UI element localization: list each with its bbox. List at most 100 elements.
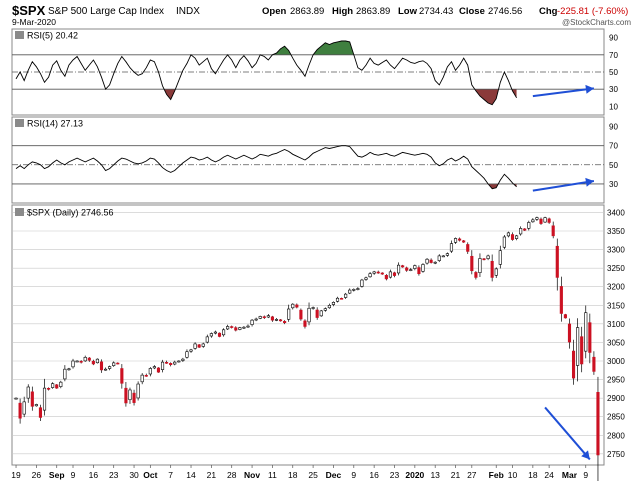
candle-down (315, 309, 319, 318)
price-title-text: $SPX (Daily) 2746.56 (27, 208, 114, 218)
candle-up (437, 255, 441, 261)
close-label: Close (459, 6, 485, 17)
candle-up (26, 386, 30, 399)
candle-down (295, 304, 299, 308)
candle-up (331, 302, 336, 305)
candle-down (132, 392, 136, 403)
candle-up (83, 356, 87, 362)
annotations (532, 84, 595, 461)
candle-down (466, 244, 470, 252)
candle-down (87, 357, 91, 361)
candle-up (531, 219, 535, 223)
low-label: Low (398, 6, 418, 17)
candle-up (128, 389, 132, 401)
x-tick-label: 21 (207, 470, 217, 480)
candle-down (230, 326, 234, 328)
x-tick-label: 13 (430, 470, 440, 480)
candle-up (335, 297, 340, 302)
candle-up (173, 361, 177, 365)
candle-up (222, 329, 226, 336)
candle-down (197, 344, 201, 348)
candle-down (303, 320, 307, 327)
candle-up (388, 271, 392, 278)
candle-up (14, 397, 18, 400)
candle-down (38, 407, 43, 418)
candle-up (160, 361, 165, 370)
candle-up (258, 316, 262, 319)
candle-down (120, 368, 124, 384)
candle-up (274, 319, 279, 321)
rsi14-ytick-label: 70 (609, 142, 618, 151)
rsi14-panel-frame (11, 116, 605, 204)
price-ytick-label: 3300 (607, 246, 625, 255)
x-tick-label: 18 (528, 470, 538, 480)
candle-up (498, 250, 502, 265)
candle-up (584, 312, 588, 352)
candle-down (510, 234, 515, 240)
rsi5-line (15, 40, 517, 106)
candle-up (71, 360, 75, 368)
open-value: 2863.89 (290, 6, 324, 17)
candle-up (441, 255, 445, 258)
x-tick-label: 30 (129, 470, 139, 480)
candle-up (136, 383, 140, 399)
candle-up (140, 374, 144, 383)
candle-down (217, 332, 222, 337)
annotation-arrow (544, 406, 591, 461)
candle-down (234, 327, 238, 331)
open-label: Open (262, 6, 286, 17)
candle-up (266, 315, 270, 318)
candle-up (515, 235, 519, 239)
rsi14-title: RSI(14) 27.13 (15, 119, 83, 129)
price-ytick-label: 3350 (607, 227, 625, 236)
candle-up (112, 362, 116, 366)
x-tick-label: 9 (583, 470, 588, 480)
candle-down (429, 259, 433, 263)
rsi14-ytick-label: 90 (609, 123, 618, 132)
candle-down (392, 272, 397, 276)
candle-down (262, 316, 266, 319)
candle-down (79, 360, 83, 363)
price-ytick-label: 3100 (607, 320, 625, 329)
candle-up (254, 318, 258, 321)
candle-up (209, 333, 213, 337)
candle-up (201, 343, 205, 347)
arrow-head (585, 177, 594, 187)
x-tick-label: 2020 (405, 470, 424, 480)
candle-down (144, 374, 148, 377)
candle-up (352, 289, 356, 291)
candle-down (482, 258, 486, 261)
x-tick-label: 16 (89, 470, 99, 480)
x-tick-label: 21 (451, 470, 461, 480)
candle-up (311, 307, 315, 309)
candle-up (478, 258, 482, 273)
candle-up (67, 368, 71, 371)
candle-down (165, 361, 169, 364)
candle-down (559, 286, 563, 314)
price-ytick-label: 3000 (607, 357, 625, 366)
x-tick-label: 16 (369, 470, 379, 480)
rsi14-title-text: RSI(14) 27.13 (27, 119, 83, 129)
candle-down (156, 367, 161, 373)
candle-up (535, 217, 539, 220)
candle-down (340, 298, 344, 300)
rsi14-ytick-label: 30 (609, 180, 618, 189)
candle-down (30, 391, 34, 407)
rsi5-oversold-fill (164, 89, 176, 100)
rsi14-ytick-label: 50 (609, 161, 618, 170)
candle-up (409, 269, 413, 271)
candle-up (238, 327, 242, 330)
x-tick-label: 26 (32, 470, 42, 480)
candle-down (283, 321, 287, 324)
candle-up (506, 232, 510, 237)
high-label: High (332, 6, 353, 17)
candle-up (494, 268, 498, 276)
x-tick-label: 9 (71, 470, 76, 480)
x-tick-label: Nov (244, 470, 260, 480)
candle-down (405, 267, 409, 271)
x-tick-label: 18 (288, 470, 298, 480)
candle-up (185, 351, 189, 358)
x-tick-label: Feb (489, 470, 504, 480)
candle-up (519, 228, 523, 235)
